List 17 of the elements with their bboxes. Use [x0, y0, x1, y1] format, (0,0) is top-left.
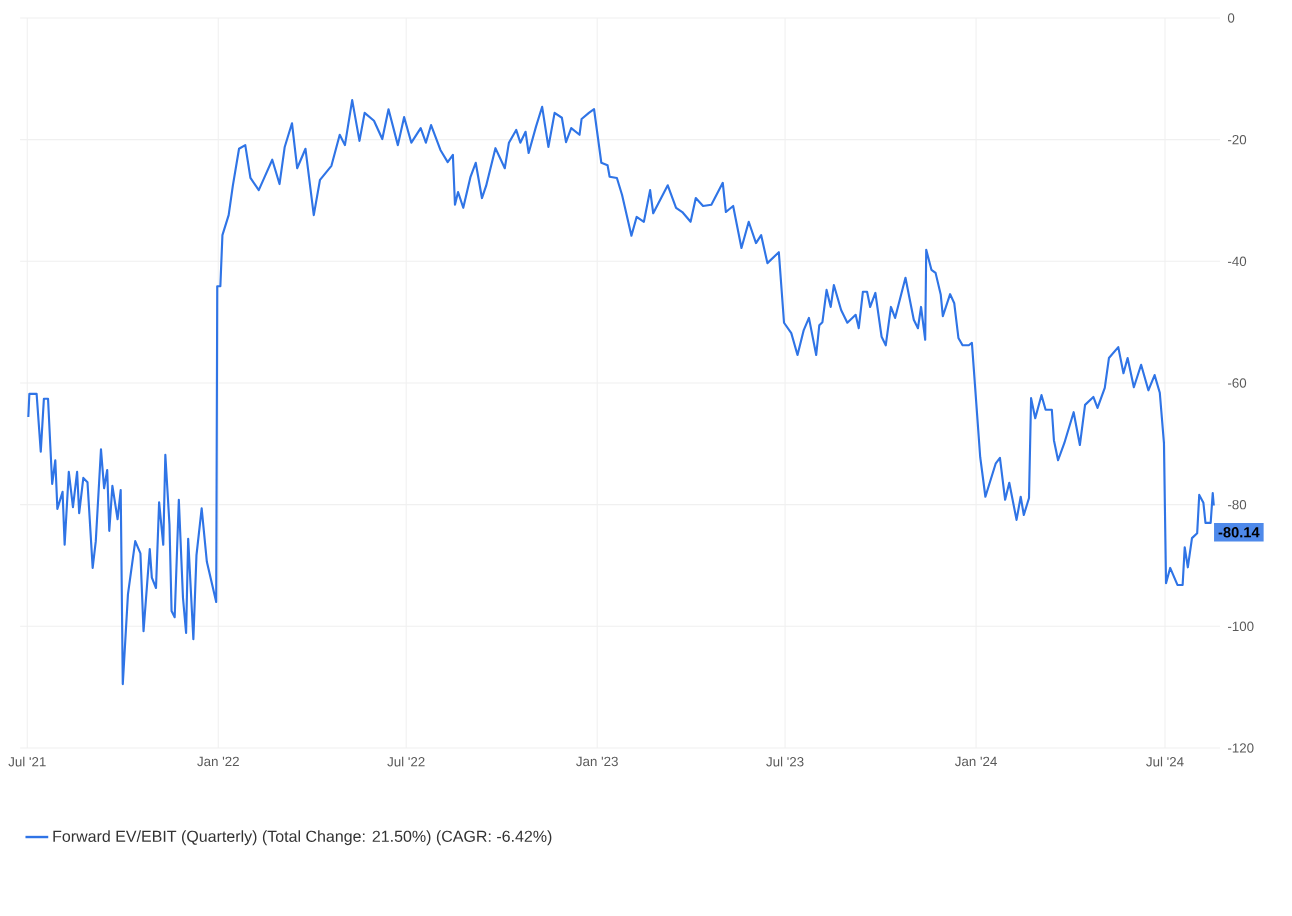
- x-tick-label: Jul '24: [1146, 756, 1184, 767]
- x-tick-label: Jan '24: [954, 756, 997, 767]
- annotation: -80.14: [1218, 527, 1260, 538]
- x-tick-label: Jul '23: [766, 756, 804, 767]
- line-series: [27, 99, 1215, 686]
- y-tick-label: -120: [1227, 743, 1254, 753]
- x-tick-label: Jan '22: [197, 756, 239, 767]
- y-tick-label: -20: [1227, 134, 1247, 145]
- legend-label: Forward EV/EBIT (Quarterly) (Total Change: 21.50%) (CAGR: -6.42%): [53, 830, 552, 846]
- x-tick-label: Jul '21: [8, 756, 46, 767]
- y-tick-label: -100: [1227, 621, 1254, 632]
- y-tick-label: 0: [1227, 13, 1235, 23]
- y-tick-label: -60: [1227, 378, 1247, 388]
- y-tick-label: -40: [1227, 256, 1247, 267]
- y-tick-label: -80: [1227, 499, 1247, 510]
- x-tick-label: Jul '22: [387, 756, 425, 767]
- x-tick-label: Jan '23: [576, 756, 618, 767]
